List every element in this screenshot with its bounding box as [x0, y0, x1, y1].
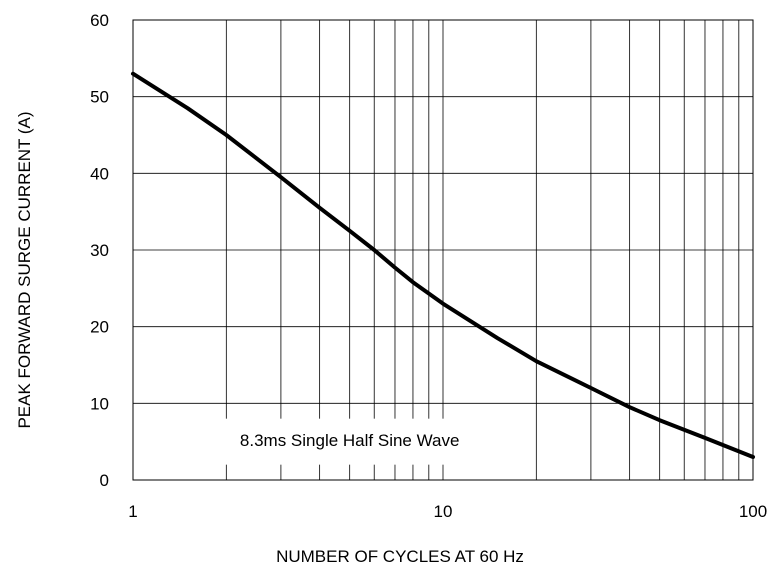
plot-frame	[132, 19, 754, 481]
y-tick-label: 10	[90, 394, 109, 413]
x-tick-label: 1	[128, 502, 137, 521]
y-tick-label: 0	[100, 471, 109, 490]
grid	[133, 20, 753, 480]
annotation-label: 8.3ms Single Half Sine Wave	[240, 431, 460, 450]
y-tick-label: 30	[90, 241, 109, 260]
y-tick-label: 20	[90, 318, 109, 337]
y-tick-label: 60	[90, 11, 109, 30]
x-axis-title: NUMBER OF CYCLES AT 60 Hz	[276, 547, 524, 566]
x-tick-label: 100	[739, 502, 767, 521]
y-tick-label: 40	[90, 164, 109, 183]
x-tick-label: 10	[434, 502, 453, 521]
tick-labels: 0 10 20 30 40 50 60 1 10 100	[90, 11, 767, 521]
y-axis-title: PEAK FORWARD SURGE CURRENT (A)	[15, 111, 34, 428]
series-line	[131, 71, 755, 459]
annotation-background	[219, 418, 480, 465]
y-tick-label: 50	[90, 88, 109, 107]
